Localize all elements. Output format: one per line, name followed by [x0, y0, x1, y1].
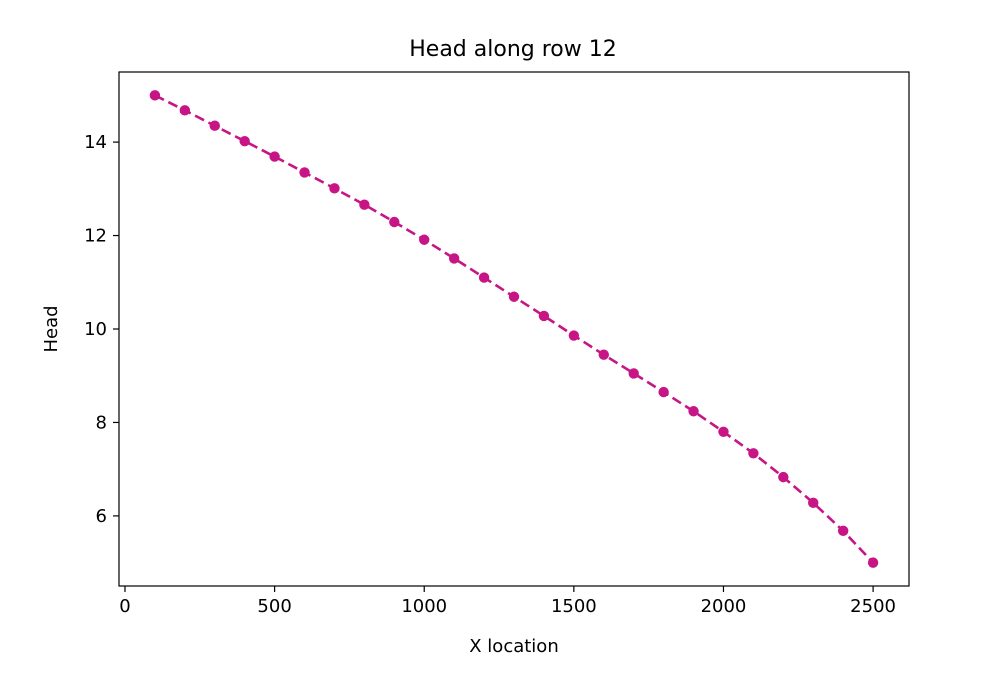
plot-area [149, 90, 879, 568]
data-point [299, 167, 310, 178]
data-point [209, 120, 220, 131]
data-point [269, 151, 280, 162]
y-tick-label: 12 [84, 226, 107, 247]
data-point [239, 135, 250, 147]
data-point [448, 253, 460, 264]
y-tick-label: 14 [84, 132, 107, 153]
x-tick-label: 500 [257, 596, 291, 617]
data-point [329, 183, 340, 194]
x-tick-label: 1000 [401, 596, 447, 617]
chart-title: Head along row 12 [409, 37, 616, 62]
data-point [867, 557, 879, 568]
data-point [419, 234, 430, 245]
data-point [778, 471, 789, 483]
data-point [837, 525, 849, 537]
y-tick-label: 10 [84, 319, 107, 340]
data-point [808, 497, 819, 509]
data-point [658, 386, 669, 398]
x-axis-label: X location [469, 636, 558, 657]
x-tick-label: 1500 [551, 596, 597, 617]
y-axis: 6 8 10 12 14 [84, 132, 119, 527]
x-axis: 0 500 1000 1500 2000 2500 [119, 586, 896, 617]
data-point [748, 448, 759, 459]
y-axis-label: Head [41, 305, 62, 352]
data-point [628, 368, 639, 379]
data-point [718, 426, 729, 437]
data-point [598, 349, 609, 360]
data-point [478, 272, 490, 283]
data-point [508, 291, 520, 302]
data-point [389, 216, 400, 228]
data-point [568, 330, 580, 341]
y-tick-label: 8 [96, 412, 107, 433]
data-point [688, 406, 699, 417]
x-tick-label: 2000 [701, 596, 747, 617]
data-point [179, 105, 191, 116]
data-point [359, 199, 370, 210]
x-tick-label: 2500 [850, 596, 896, 617]
y-tick-label: 6 [96, 506, 107, 527]
data-point [149, 90, 161, 101]
x-tick-label: 0 [119, 596, 130, 617]
data-point [538, 310, 550, 322]
